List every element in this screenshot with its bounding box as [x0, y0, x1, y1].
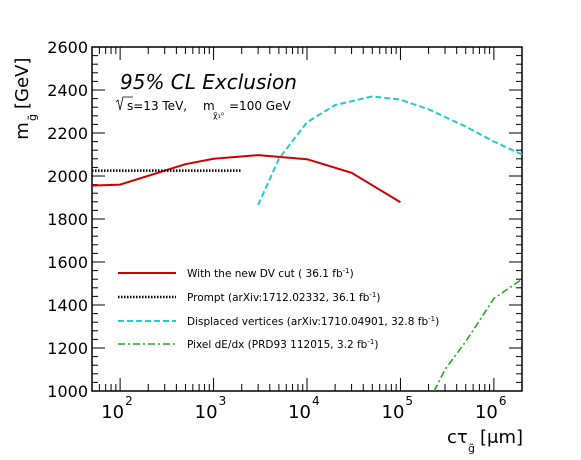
sqrt-symbol-icon — [115, 96, 133, 111]
neutralino-symbol-icon: χ̃₁⁰ — [213, 111, 224, 120]
y-tick-labels: 1000 1200 1400 1600 1800 2000 2200 2400 2600 — [47, 38, 88, 401]
x-tick-label-base: 10 — [195, 402, 218, 423]
series-line-3 — [257, 95, 522, 206]
legend: With the new DV cut ( 36.1 fb-1) Prompt (… — [118, 267, 439, 351]
y-axis-label: m g̃ [GeV] — [12, 58, 39, 140]
chart-title: 95% CL Exclusion — [120, 70, 297, 94]
x-axis-label-unit: [μm] — [480, 427, 523, 448]
legend-entry: Prompt (arXiv:1712.02332, 36.1 fb-1) — [187, 291, 380, 304]
y-tick-label: 2000 — [47, 167, 88, 186]
series-line-1 — [92, 154, 401, 204]
y-tick-label: 2600 — [47, 38, 88, 57]
subtitle-energy: s=13 TeV, — [127, 99, 187, 113]
y-axis-label-unit: [GeV] — [12, 58, 33, 109]
x-tick-label-base: 10 — [288, 402, 311, 423]
axis-ticks — [91, 46, 523, 392]
x-tick-label-base: 10 — [475, 402, 498, 423]
legend-entry: With the new DV cut ( 36.1 fb-1) — [187, 267, 354, 280]
x-tick-label-exp: 5 — [405, 394, 413, 408]
x-tick-label-exp: 6 — [499, 394, 507, 408]
chart-subtitle: s=13 TeV, m χ̃₁⁰ =100 GeV — [115, 96, 291, 120]
subtitle-mass-symbol: m — [203, 99, 215, 113]
series-layer — [92, 95, 522, 391]
x-tick-label-base: 10 — [101, 402, 124, 423]
y-tick-label: 1800 — [47, 210, 88, 229]
y-tick-label: 2200 — [47, 124, 88, 143]
x-axis-label: cτ g̃ [μm] — [447, 427, 523, 455]
y-tick-label: 2400 — [47, 81, 88, 100]
subtitle-mass-value: =100 GeV — [229, 99, 291, 113]
y-tick-label: 1400 — [47, 296, 88, 315]
series-line-4 — [433, 278, 522, 391]
x-tick-label-exp: 2 — [125, 394, 133, 408]
x-tick-label-exp: 4 — [312, 394, 320, 408]
x-axis-label-sub: g̃ — [468, 442, 475, 455]
x-tick-label-exp: 3 — [219, 394, 227, 408]
y-tick-label: 1600 — [47, 253, 88, 272]
x-axis-label-main: cτ — [447, 427, 468, 448]
legend-entry: Pixel dE/dx (PRD93 112015, 3.2 fb-1) — [187, 338, 378, 351]
x-tick-label-base: 10 — [382, 402, 405, 423]
y-tick-label: 1000 — [47, 382, 88, 401]
y-axis-label-sub: g̃ — [26, 114, 39, 121]
y-tick-label: 1200 — [47, 339, 88, 358]
legend-entry: Displaced vertices (arXiv:1710.04901, 32… — [187, 315, 439, 328]
y-axis-label-main: m — [12, 122, 33, 140]
